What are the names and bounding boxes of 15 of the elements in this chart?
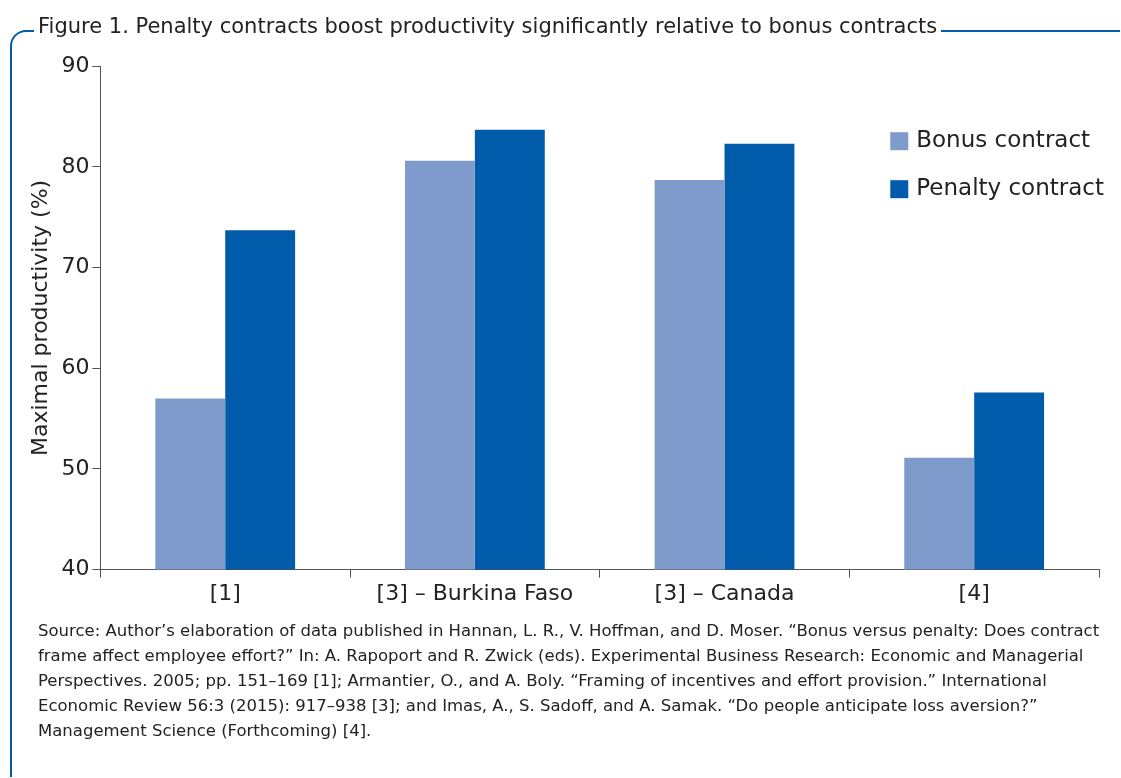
y-tick-label: 80 [61, 152, 90, 178]
legend-label: Bonus contract [916, 126, 1091, 153]
source-note: Source: Author’s elaboration of data published in Hannan, L. R., V. Hoffman, and D. Moser. “Bonus versus penalty: Does contract frame affect employee effort?” In: A. Rapoport and R. Zwick (eds). Experimental Business Research: Economic and Managerial Perspectives. 2005; pp. 151–169 [1]; Armantier, O., and A. Boly. “Framing of incentives and effort provision.” International Economic Review 56:3 (2015): 917–938 [3]; and Imas, A., S. Sadoff, and A. Samak. “Do people anticipate loss aversion?” Management Science (Forthcoming) [4]. [38, 620, 1101, 742]
y-tick-label: 50 [61, 454, 90, 480]
x-tick-label: [1] [209, 579, 241, 605]
y-tick-label: 90 [61, 51, 90, 77]
y-tick-label: 40 [61, 555, 90, 581]
y-tick-label: 60 [61, 353, 90, 379]
x-tick-label: [3] – Burkina Faso [376, 579, 574, 605]
x-tick-label: [4] [958, 579, 990, 605]
y-axis-title: Maximal productivity (%) [26, 179, 52, 456]
y-tick-label: 70 [61, 253, 90, 279]
x-tick-label: [3] – Canada [654, 579, 795, 605]
chart-title: Figure 1. Penalty contracts boost productivity significantly relative to bonus contracts [34, 14, 942, 38]
legend-label: Penalty contract [916, 174, 1105, 201]
